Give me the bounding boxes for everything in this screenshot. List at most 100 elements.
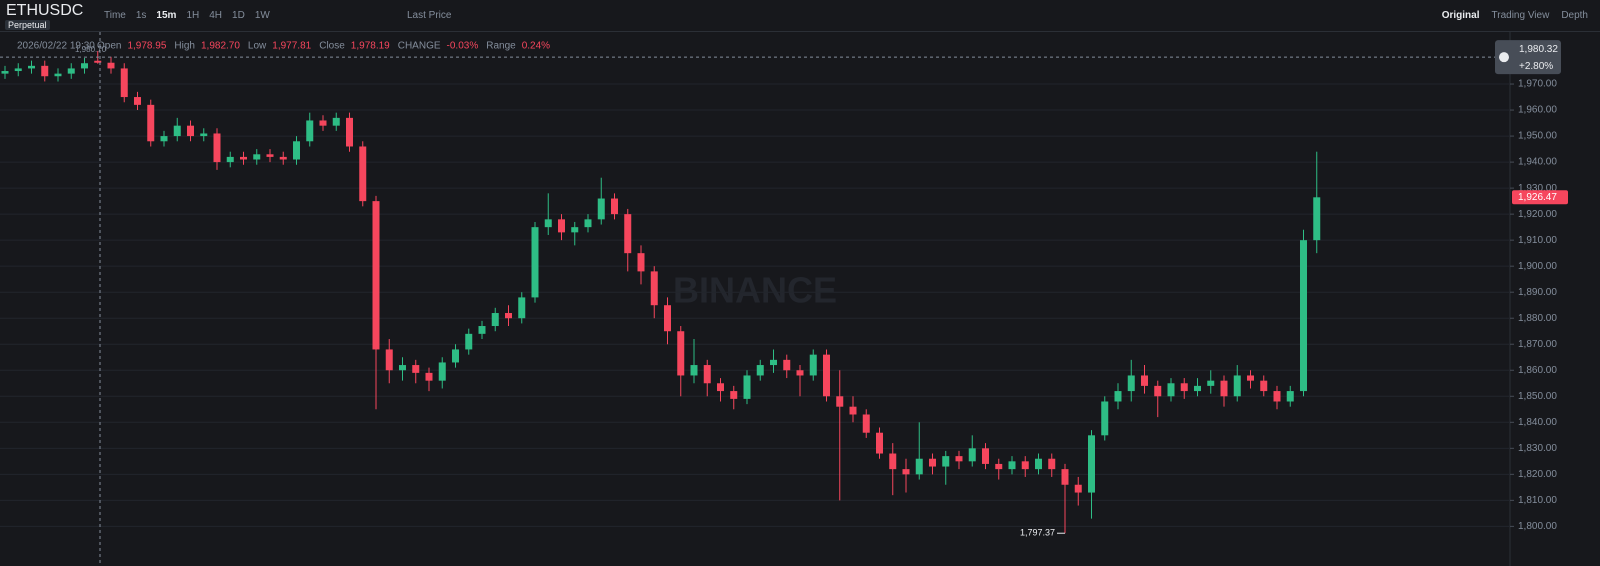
interval[interactable]: 1s <box>135 10 147 21</box>
candle-body <box>332 117 340 126</box>
candle-body <box>438 362 446 381</box>
candle-body <box>505 313 512 319</box>
candle-body <box>1167 383 1175 397</box>
interval[interactable]: Time <box>104 10 126 21</box>
legend-value: 1,978.95 <box>127 41 166 52</box>
y-tick-label: 1,970.00 <box>1518 79 1557 90</box>
candle-body <box>293 141 300 160</box>
legend-label: Range <box>486 41 516 52</box>
candle-body <box>1074 484 1082 493</box>
candle-body <box>730 391 738 399</box>
candle-body <box>1180 383 1188 392</box>
y-tick-label: 1,950.00 <box>1518 131 1557 142</box>
candle-body <box>67 68 75 74</box>
y-tick-label: 1,960.00 <box>1518 105 1557 116</box>
interval[interactable]: 1D <box>232 10 245 21</box>
interval[interactable]: 1W <box>254 10 270 21</box>
view-tab[interactable]: Original <box>1441 10 1480 21</box>
candle-body <box>319 120 327 126</box>
candle-body <box>836 396 844 407</box>
candle-body <box>306 120 314 142</box>
candle-body <box>1207 380 1215 386</box>
y-tick-label: 1,820.00 <box>1518 469 1557 480</box>
candle-body <box>1101 401 1109 436</box>
candle-body <box>266 154 274 157</box>
y-tick-label: 1,840.00 <box>1518 417 1557 428</box>
candle-body <box>14 68 22 72</box>
legend-label: Low <box>248 41 267 52</box>
view-tab[interactable]: Trading View <box>1491 10 1550 21</box>
candle-body <box>147 104 155 142</box>
candle-body <box>611 198 618 215</box>
candle-body <box>624 214 632 254</box>
candle-body <box>1233 375 1241 397</box>
candle-body <box>28 65 35 69</box>
price-type[interactable]: Last Price <box>407 10 452 21</box>
candle-body <box>346 117 353 147</box>
candle-body <box>1048 458 1056 470</box>
candle-body <box>1313 197 1321 241</box>
interval[interactable]: 4H <box>209 10 223 21</box>
candle-body <box>862 414 870 433</box>
y-tick-label: 1,910.00 <box>1518 235 1557 246</box>
candle-body <box>929 458 936 467</box>
candle-body <box>518 297 526 319</box>
legend-value: 1,982.70 <box>201 41 240 52</box>
low-label: 1,797.37 <box>1020 528 1055 538</box>
candle-body <box>968 448 976 462</box>
candle-body <box>465 333 473 350</box>
candle-body <box>796 370 804 376</box>
y-tick-label: 1,890.00 <box>1518 287 1557 298</box>
candle-body <box>1247 375 1254 381</box>
candle-body <box>544 219 552 228</box>
crosshair-box <box>1495 40 1561 75</box>
candle-body <box>253 154 261 160</box>
candle-body <box>650 271 658 306</box>
candle-body <box>187 125 194 137</box>
candle-body <box>94 60 102 63</box>
interval[interactable]: 15m <box>156 10 177 21</box>
candle-body <box>1273 391 1281 402</box>
candle-body <box>823 354 830 397</box>
candle-body <box>849 406 857 415</box>
candle-body <box>452 349 459 363</box>
candle-body <box>876 432 883 454</box>
y-tick-label: 1,860.00 <box>1518 365 1557 376</box>
y-tick-label: 1,870.00 <box>1518 339 1557 350</box>
candle-body <box>1035 458 1042 470</box>
interval[interactable]: 1H <box>186 10 200 21</box>
candle-body <box>743 375 751 399</box>
interval-list: Time 1s 15m 1H 4H 1D 1W <box>104 10 270 21</box>
candle-body <box>770 359 777 366</box>
candle-body <box>902 469 910 475</box>
candle-body <box>359 146 367 202</box>
candle-body <box>703 365 711 384</box>
candle-body <box>478 326 486 334</box>
candle-body <box>1088 435 1095 493</box>
candle-body <box>942 456 950 467</box>
candle-body <box>491 313 499 327</box>
candle-body <box>584 219 592 228</box>
candle-body <box>531 227 539 298</box>
candle-body <box>1114 391 1122 402</box>
symbol[interactable]: ETHUSDC <box>6 2 84 19</box>
candle-body <box>809 354 817 376</box>
candle-body <box>995 463 1003 470</box>
candle-body <box>107 62 115 69</box>
y-tick-label: 1,930.00 <box>1518 183 1557 194</box>
view-tabs: Original Trading View Depth <box>1442 10 1588 21</box>
legend-value: 1,978.19 <box>351 41 390 52</box>
candle-body <box>756 365 764 376</box>
candle-body <box>982 448 989 464</box>
toolbar: ETHUSDC Perpetual Time 1s 15m 1H 4H 1D 1W Last… <box>0 0 1600 32</box>
last-price-tag <box>1512 190 1568 205</box>
candle-body <box>677 331 685 376</box>
candle-body <box>717 383 724 392</box>
candle-body <box>690 365 698 376</box>
candle-body <box>571 227 579 233</box>
view-tab[interactable]: Depth <box>1561 10 1588 21</box>
crosshair-change: +2.80% <box>1519 61 1553 72</box>
last-price-label: 1,926.47 <box>1518 192 1557 203</box>
